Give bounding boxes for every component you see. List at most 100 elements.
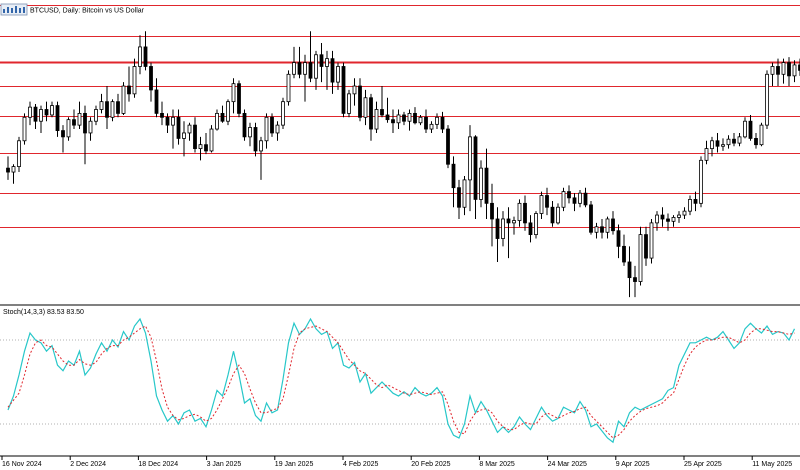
candle — [578, 190, 582, 208]
candle-body — [743, 120, 747, 138]
candle — [484, 148, 489, 219]
candle — [292, 46, 296, 79]
stochastic-label: Stoch(14,3,3) 83.53 83.50 — [3, 309, 84, 316]
candle-body — [539, 195, 544, 214]
candle-body — [512, 220, 516, 224]
candle — [600, 218, 604, 239]
candle — [732, 132, 736, 147]
candle — [490, 183, 494, 247]
candle — [660, 207, 665, 227]
candle — [231, 78, 236, 114]
candle-body — [259, 140, 263, 152]
candle — [110, 99, 115, 122]
candle-body — [121, 85, 126, 114]
candle-body — [39, 109, 43, 122]
candle — [264, 113, 269, 149]
candle-body — [237, 83, 241, 114]
candle-body — [193, 124, 197, 149]
candle — [792, 60, 797, 83]
candle — [297, 46, 302, 79]
candle — [77, 101, 82, 130]
candle-body — [418, 116, 423, 124]
candle — [50, 101, 54, 118]
candle-body — [11, 166, 16, 173]
candle-body — [116, 101, 120, 114]
candle-body — [660, 214, 665, 220]
candle — [743, 117, 747, 139]
candle-body — [281, 101, 285, 126]
x-tick-label: 2 Dec 2024 — [70, 461, 106, 468]
candle — [765, 70, 769, 130]
candle — [39, 105, 43, 133]
candle-body — [187, 124, 192, 134]
candle — [611, 211, 615, 235]
candle-body — [413, 112, 417, 124]
candle-body — [94, 109, 98, 122]
candle — [605, 216, 610, 239]
candle — [204, 132, 208, 155]
candle — [44, 101, 49, 122]
candle-body — [242, 112, 247, 138]
candle — [418, 114, 423, 126]
candle — [226, 99, 230, 126]
candle — [187, 122, 192, 141]
candle — [715, 132, 720, 153]
candle-body — [270, 116, 274, 134]
candle-body — [297, 62, 302, 75]
candle-body — [55, 105, 60, 132]
candle — [391, 109, 395, 133]
candle-body — [22, 116, 27, 142]
candle — [429, 121, 434, 133]
candle — [352, 78, 357, 106]
candle-body — [649, 222, 654, 259]
candle — [688, 195, 692, 216]
candle-body — [50, 105, 54, 116]
candle — [363, 89, 368, 126]
candle — [567, 185, 571, 204]
candle-body — [17, 140, 21, 167]
candle — [776, 58, 780, 87]
candle — [61, 125, 65, 153]
chart-icon[interactable] — [0, 3, 28, 16]
candle-body — [693, 199, 698, 204]
candle-body — [583, 192, 588, 206]
candle-body — [787, 62, 791, 77]
candle — [325, 50, 329, 90]
candle — [528, 215, 533, 243]
candle-body — [165, 116, 170, 126]
candle-body — [385, 114, 390, 121]
candle-body — [143, 46, 148, 67]
candle-body — [204, 144, 208, 152]
candle-body — [286, 73, 291, 103]
candle — [435, 113, 439, 130]
candle-body — [528, 222, 533, 236]
candle — [55, 101, 60, 137]
candle-body — [374, 109, 379, 130]
candle-body — [435, 116, 439, 125]
candle — [462, 175, 467, 216]
candle-body — [215, 112, 219, 130]
candle — [451, 156, 456, 208]
candle-body — [798, 64, 800, 71]
candle — [622, 234, 626, 266]
candle-body — [468, 136, 472, 181]
candle-body — [622, 245, 626, 263]
candle — [138, 35, 142, 75]
candle-body — [776, 66, 780, 75]
candle — [182, 121, 186, 157]
candle — [616, 224, 621, 259]
candle-body — [402, 114, 406, 122]
candle-body — [176, 116, 181, 139]
candle — [259, 136, 263, 180]
candle-body — [275, 124, 280, 134]
candle-body — [231, 83, 236, 103]
candle-body — [105, 101, 109, 118]
candle-body — [308, 62, 313, 79]
candle — [539, 191, 544, 219]
candle — [374, 101, 379, 133]
candle-body — [220, 112, 225, 122]
candle-body — [682, 210, 687, 216]
candle-body — [347, 93, 351, 114]
candle-body — [484, 167, 489, 204]
candle-body — [495, 218, 500, 239]
